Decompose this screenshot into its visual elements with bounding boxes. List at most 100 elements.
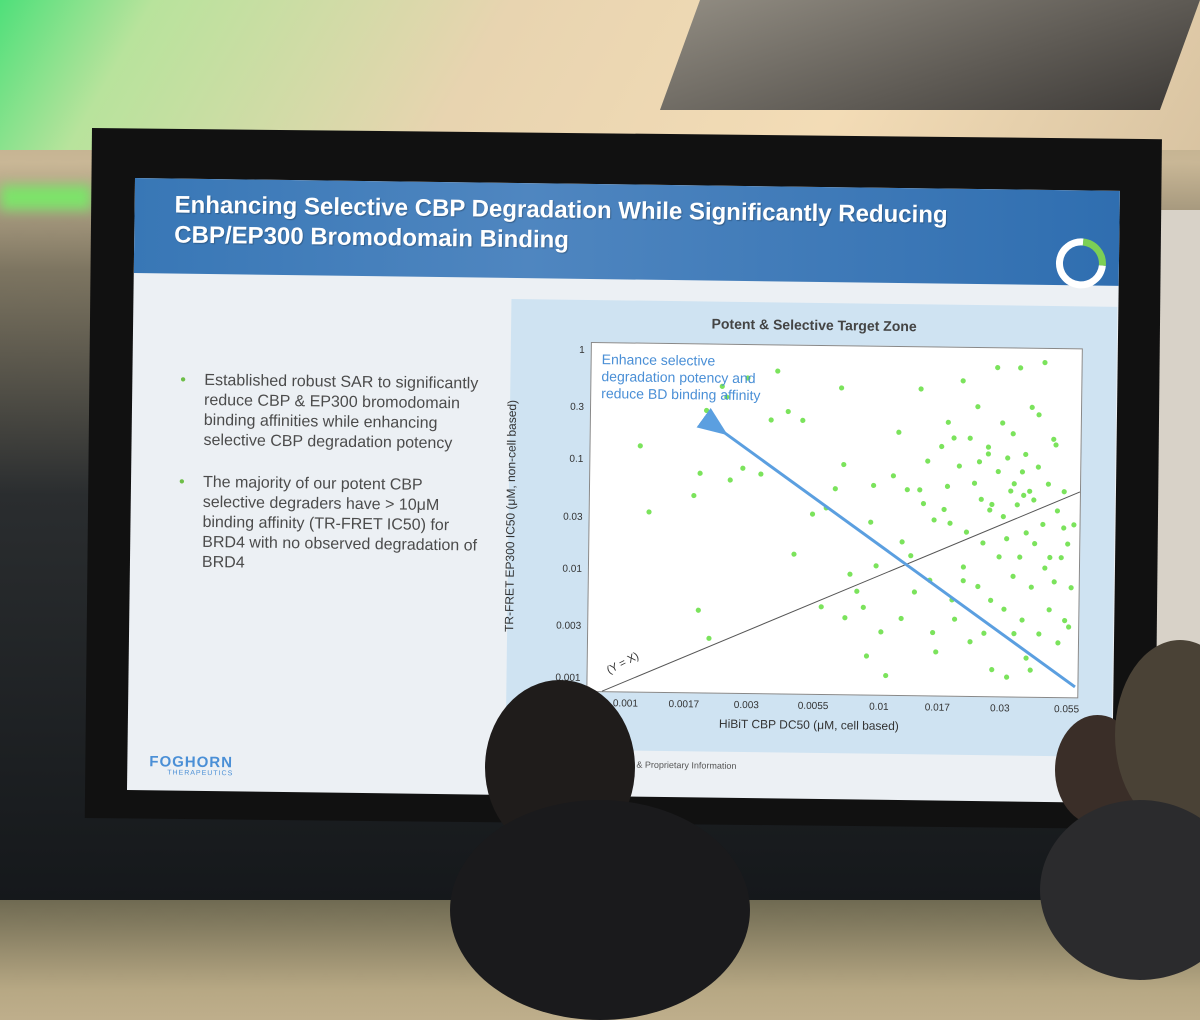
x-tick-label: 0.03 bbox=[990, 703, 1010, 715]
scatter-point bbox=[931, 517, 937, 523]
bullet-dot-icon: • bbox=[180, 371, 187, 389]
scatter-point bbox=[768, 417, 774, 423]
scatter-point bbox=[951, 435, 957, 441]
scatter-point bbox=[1017, 554, 1023, 560]
ceiling-panel bbox=[659, 0, 1200, 110]
scatter-point bbox=[1008, 488, 1014, 494]
scatter-point bbox=[1028, 584, 1034, 590]
scatter-point bbox=[878, 629, 884, 635]
target-zone-arrow bbox=[696, 407, 1076, 689]
scatter-point bbox=[1032, 541, 1038, 547]
scatter-point bbox=[1023, 451, 1029, 458]
scatter-point bbox=[1029, 404, 1035, 410]
scatter-point bbox=[1023, 655, 1029, 661]
scatter-point bbox=[1027, 667, 1033, 673]
scatter-point bbox=[832, 486, 838, 492]
scatter-point bbox=[703, 407, 710, 414]
scatter-point bbox=[978, 496, 984, 502]
scatter-point bbox=[1061, 489, 1067, 495]
scatter-point bbox=[971, 480, 978, 486]
scatter-point bbox=[1011, 481, 1017, 487]
scatter-point bbox=[1004, 674, 1010, 680]
scatter-plot-svg bbox=[601, 360, 1081, 692]
scatter-point bbox=[975, 583, 981, 590]
scatter-point bbox=[785, 408, 791, 415]
scatter-point bbox=[896, 429, 902, 435]
scatter-point bbox=[917, 487, 923, 493]
scatter-point bbox=[1051, 436, 1057, 442]
scatter-point bbox=[1053, 442, 1059, 448]
scatter-point bbox=[960, 564, 967, 570]
chart-annotation: Enhance selective degradation potency an… bbox=[601, 351, 761, 404]
scatter-point bbox=[1027, 488, 1033, 494]
scatter-point bbox=[975, 404, 981, 410]
scatter-point bbox=[988, 597, 994, 603]
scatter-point bbox=[863, 653, 870, 659]
scatter-point bbox=[987, 507, 993, 513]
scatter-point bbox=[1042, 360, 1048, 366]
scatter-point bbox=[904, 487, 910, 493]
bullet-item: • The majority of our potent CBP selecti… bbox=[178, 473, 489, 577]
scatter-point bbox=[1031, 497, 1037, 503]
bullet-text: Established robust SAR to significantly … bbox=[203, 371, 479, 453]
scatter-point bbox=[933, 649, 939, 655]
foghorn-ring-icon bbox=[1045, 228, 1117, 299]
slide-header: Enhancing Selective CBP Degradation Whil… bbox=[133, 178, 1120, 299]
scatter-point bbox=[899, 539, 905, 545]
scatter-point bbox=[1001, 606, 1007, 612]
scatter-point bbox=[1062, 618, 1068, 624]
scatter-point bbox=[967, 435, 973, 441]
x-tick-label: 0.0017 bbox=[668, 699, 700, 711]
scatter-point bbox=[740, 465, 746, 471]
scatter-point bbox=[842, 615, 848, 621]
scatter-point bbox=[930, 629, 936, 636]
scatter-point bbox=[980, 540, 986, 546]
scatter-point bbox=[1040, 521, 1046, 528]
scatter-point bbox=[989, 501, 995, 508]
scatter-point bbox=[841, 461, 847, 468]
scatter-point bbox=[967, 639, 973, 645]
scatter-point bbox=[898, 615, 904, 622]
scatter-point bbox=[947, 520, 953, 526]
scatter-point bbox=[996, 554, 1002, 560]
scatter-point bbox=[1065, 541, 1071, 547]
scatter-point bbox=[1014, 502, 1020, 508]
scatter-point bbox=[818, 604, 824, 610]
presentation-slide: Enhancing Selective CBP Degradation Whil… bbox=[126, 178, 1120, 803]
reference-line-y-equals-x bbox=[601, 491, 1081, 692]
audience-body-center bbox=[450, 800, 750, 1020]
scatter-point bbox=[1000, 513, 1006, 520]
scatter-point bbox=[1051, 579, 1057, 585]
scatter-point bbox=[724, 394, 730, 400]
scatter-point bbox=[791, 551, 797, 557]
scatter-point bbox=[1000, 420, 1006, 426]
scatter-point bbox=[989, 667, 995, 673]
scatter-point bbox=[1047, 554, 1053, 561]
scatter-point bbox=[951, 616, 958, 622]
scatter-point bbox=[873, 563, 879, 569]
scatter-point bbox=[1066, 624, 1072, 630]
chart-title: Potent & Selective Target Zone bbox=[711, 315, 917, 335]
scatter-point bbox=[1055, 640, 1061, 646]
scatter-point bbox=[1061, 525, 1067, 531]
scatter-point bbox=[1010, 431, 1016, 437]
scatter-point bbox=[941, 506, 947, 513]
scatter-point bbox=[908, 553, 914, 559]
scatter-point bbox=[1018, 365, 1024, 371]
scatter-point bbox=[1023, 530, 1029, 536]
scatter-point bbox=[847, 571, 853, 577]
scatter-point bbox=[890, 473, 897, 479]
scatter-point bbox=[691, 492, 697, 499]
y-tick-label: 0.01 bbox=[562, 563, 582, 575]
scatter-point bbox=[963, 529, 970, 535]
scatter-point bbox=[911, 589, 918, 595]
x-tick-label: 0.0055 bbox=[797, 700, 829, 713]
scatter-point bbox=[1010, 573, 1016, 579]
scatter-point bbox=[1011, 631, 1017, 637]
scatter-point bbox=[944, 483, 951, 490]
x-tick-label: 0.017 bbox=[924, 702, 950, 714]
scatter-point bbox=[1042, 565, 1048, 571]
scatter-point bbox=[758, 471, 764, 477]
scatter-point bbox=[727, 477, 733, 483]
scatter-point bbox=[646, 509, 652, 515]
